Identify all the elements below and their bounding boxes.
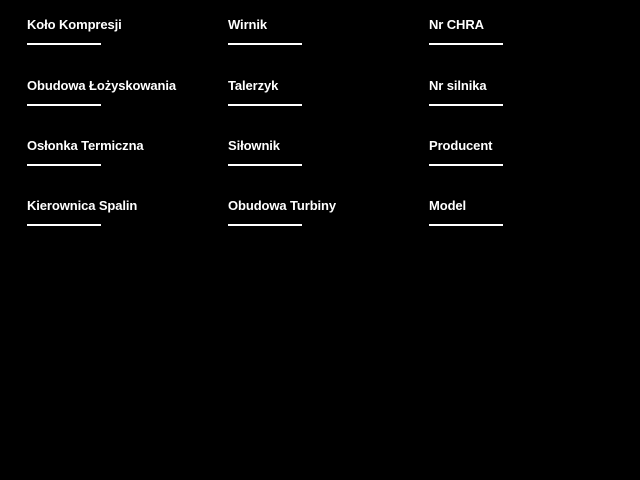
field-underline[interactable] bbox=[429, 164, 503, 166]
field-underline[interactable] bbox=[27, 104, 101, 106]
field-label: Obudowa Turbiny bbox=[228, 198, 337, 213]
field-model[interactable]: Model bbox=[429, 198, 619, 226]
field-underline[interactable] bbox=[27, 224, 101, 226]
field-silownik[interactable]: Siłownik bbox=[228, 138, 418, 166]
field-label: Kierownica Spalin bbox=[27, 198, 138, 213]
field-nr-chra[interactable]: Nr CHRA bbox=[429, 17, 619, 45]
field-wirnik[interactable]: Wirnik bbox=[228, 17, 418, 45]
field-underline[interactable] bbox=[429, 104, 503, 106]
field-underline[interactable] bbox=[228, 224, 302, 226]
field-label: Producent bbox=[429, 138, 493, 153]
field-label: Siłownik bbox=[228, 138, 280, 153]
field-nr-silnika[interactable]: Nr silnika bbox=[429, 78, 619, 106]
field-label: Osłonka Termiczna bbox=[27, 138, 144, 153]
field-label: Wirnik bbox=[228, 17, 268, 32]
field-underline[interactable] bbox=[228, 43, 302, 45]
field-obudowa-turbiny[interactable]: Obudowa Turbiny bbox=[228, 198, 418, 226]
field-talerzyk[interactable]: Talerzyk bbox=[228, 78, 418, 106]
field-underline[interactable] bbox=[429, 224, 503, 226]
field-underline[interactable] bbox=[27, 43, 101, 45]
field-label: Nr silnika bbox=[429, 78, 487, 93]
field-producent[interactable]: Producent bbox=[429, 138, 619, 166]
field-underline[interactable] bbox=[228, 164, 302, 166]
field-label: Talerzyk bbox=[228, 78, 279, 93]
field-label: Obudowa Łożyskowania bbox=[27, 78, 176, 93]
field-kolo-kompresji[interactable]: Koło Kompresji bbox=[27, 17, 217, 45]
parts-field-grid: Koło Kompresji Obudowa Łożyskowania Osło… bbox=[27, 17, 619, 226]
field-obudowa-lozyskowania[interactable]: Obudowa Łożyskowania bbox=[27, 78, 217, 106]
field-kierownica-spalin[interactable]: Kierownica Spalin bbox=[27, 198, 217, 226]
field-underline[interactable] bbox=[27, 164, 101, 166]
field-label: Model bbox=[429, 198, 467, 213]
field-label: Nr CHRA bbox=[429, 17, 484, 32]
field-underline[interactable] bbox=[228, 104, 302, 106]
field-oslonka-termiczna[interactable]: Osłonka Termiczna bbox=[27, 138, 217, 166]
field-label: Koło Kompresji bbox=[27, 17, 122, 32]
field-underline[interactable] bbox=[429, 43, 503, 45]
empty-canvas-area bbox=[0, 250, 640, 480]
